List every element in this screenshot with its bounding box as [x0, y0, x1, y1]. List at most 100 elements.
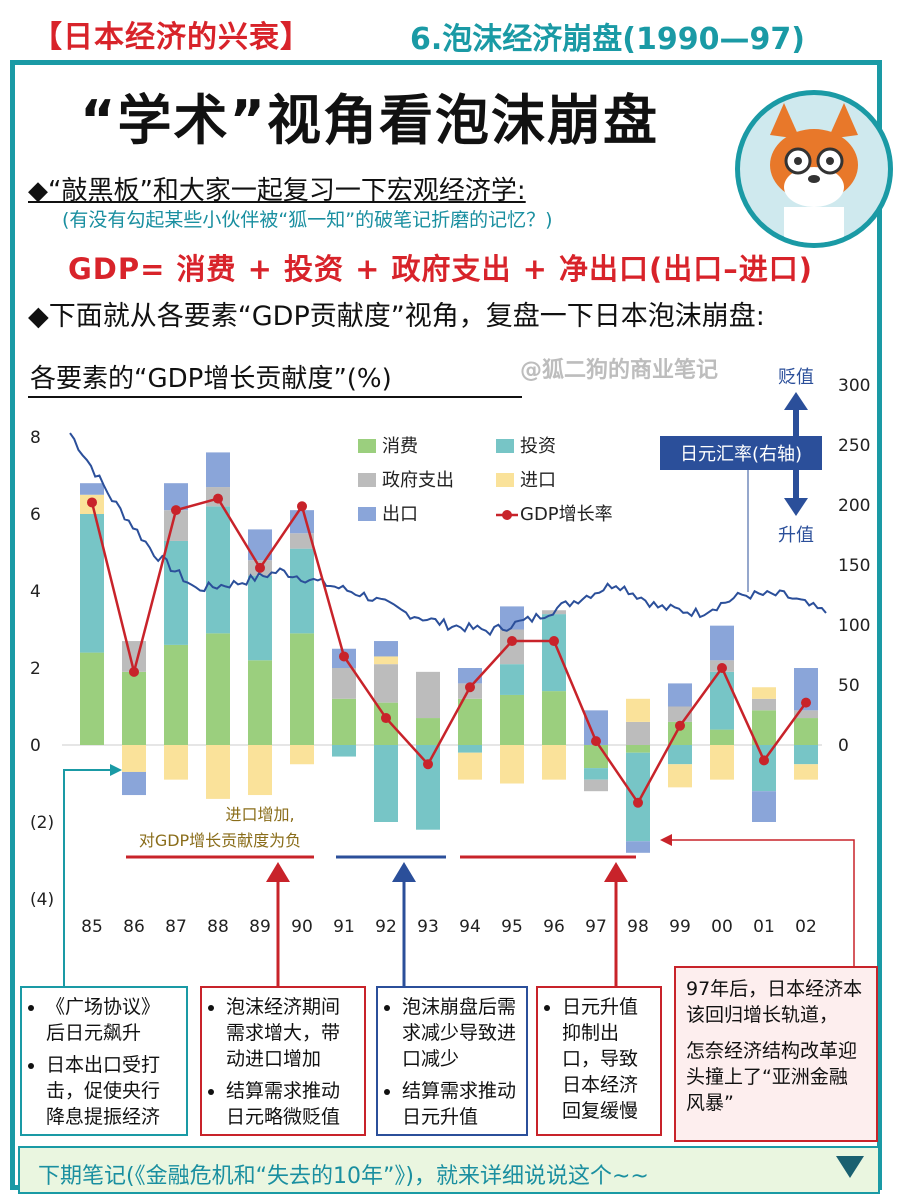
bar-进口 — [500, 745, 524, 784]
bar-出口 — [374, 641, 398, 657]
gdp-growth-point — [549, 636, 559, 647]
note-item: 泡沫崩盘后需求减少导致进口减少 — [402, 994, 518, 1072]
gdp-growth-point — [171, 505, 181, 516]
bar-投资 — [794, 745, 818, 765]
bar-进口 — [458, 752, 482, 780]
note-item: 结算需求推动日元略微贬值 — [226, 1078, 356, 1130]
bar-进口 — [164, 745, 188, 780]
arrow-down-icon — [784, 498, 808, 516]
bar-进口 — [206, 745, 230, 799]
left-axis-tick: 6 — [30, 505, 41, 525]
legend-consumption-label: 消费 — [382, 436, 418, 457]
bar-政府支出 — [500, 629, 524, 665]
fx-rate-line — [69, 432, 827, 637]
bar-投资 — [458, 745, 482, 753]
legend-consumption-swatch — [358, 439, 376, 453]
note-text: 怎奈经济结构改革迎头撞上了“亚洲金融风暴” — [686, 1040, 858, 1114]
connector-collapse-arrow — [392, 862, 416, 882]
gdp-growth-point — [717, 663, 727, 673]
bar-出口 — [752, 791, 776, 822]
import-note-1: 进口增加, — [225, 805, 294, 824]
bar-出口 — [122, 771, 146, 796]
bar-出口 — [668, 683, 692, 707]
left-axis-tick: 4 — [30, 582, 41, 602]
connector-asian-crisis-arrow — [660, 834, 672, 846]
bar-出口 — [458, 668, 482, 684]
gdp-growth-point — [381, 713, 391, 724]
legend-investment-label: 投资 — [520, 436, 556, 457]
x-axis-tick: 94 — [459, 917, 481, 937]
intro-line-3: ◆下面就从各要素“GDP贡献度”视角，复盘一下日本泡沫崩盘: — [28, 301, 765, 332]
bar-消费 — [374, 702, 398, 745]
bar-出口 — [500, 606, 524, 630]
bar-进口 — [290, 745, 314, 765]
note-item: 日元升值抑制出口，导致日本经济回复缓慢 — [562, 994, 652, 1124]
note-box-yen-appreciation: 日元升值抑制出口，导致日本经济回复缓慢 — [536, 986, 662, 1136]
bar-消费 — [416, 718, 440, 745]
gdp-growth-point — [339, 651, 349, 662]
left-axis-tick: 0 — [30, 736, 41, 756]
note-box-collapse: 泡沫崩盘后需求减少导致进口减少 结算需求推动日元升值 — [376, 986, 528, 1136]
left-axis-tick: 2 — [30, 659, 41, 679]
legend-government-swatch — [358, 473, 376, 487]
legend-gdp-label: GDP增长率 — [520, 504, 613, 525]
gdp-growth-point — [675, 720, 685, 731]
bar-进口 — [122, 745, 146, 772]
bar-政府支出 — [164, 510, 188, 541]
fox-mascot-avatar — [735, 90, 893, 248]
bar-政府支出 — [752, 698, 776, 711]
arrow-up-icon — [784, 392, 808, 410]
gdp-growth-point — [633, 797, 643, 808]
bar-消费 — [206, 633, 230, 745]
bar-消费 — [458, 698, 482, 745]
bar-进口 — [542, 745, 566, 780]
bar-进口 — [752, 687, 776, 699]
arrow-down-shaft — [793, 470, 799, 500]
legend-exports-label: 出口 — [382, 504, 418, 525]
bar-进口 — [626, 698, 650, 722]
watermark: @狐二狗的商业笔记 — [520, 358, 719, 383]
bar-投资 — [416, 745, 440, 830]
bar-投资 — [710, 671, 734, 730]
x-axis-tick: 99 — [669, 917, 691, 937]
bar-政府支出 — [332, 668, 356, 699]
x-axis-tick: 02 — [795, 917, 817, 937]
bar-政府支出 — [584, 779, 608, 792]
connector-asian-crisis — [672, 839, 855, 966]
note-item: 结算需求推动日元升值 — [402, 1078, 518, 1130]
gdp-growth-point — [87, 497, 97, 508]
main-title-box — [10, 60, 882, 163]
bar-消费 — [248, 660, 272, 745]
fx-label-box — [660, 436, 822, 470]
bar-消费 — [80, 652, 104, 745]
legend-government-label: 政府支出 — [382, 470, 454, 491]
gdp-growth-point — [801, 697, 811, 708]
x-axis-tick: 93 — [417, 917, 439, 937]
footer-banner: 下期笔记(《金融危机和“失去的10年”》)，就来详细说说这个~~ — [18, 1146, 880, 1194]
note-text: 97年后，日本经济本该回归增长轨道， — [686, 978, 863, 1026]
x-axis-tick: 87 — [165, 917, 187, 937]
connector-plaza — [63, 769, 110, 986]
main-title: “学术”视角看泡沫崩盘 — [80, 89, 659, 152]
bar-出口 — [80, 483, 104, 495]
arrow-up-shaft — [793, 408, 799, 436]
left-axis-tick: 8 — [30, 428, 41, 448]
bar-消费 — [500, 694, 524, 745]
bar-投资 — [584, 768, 608, 780]
x-axis-tick: 97 — [585, 917, 607, 937]
bar-投资 — [542, 614, 566, 692]
bar-投资 — [206, 506, 230, 634]
series-title: 【日本经济的兴衰】 — [32, 20, 311, 55]
footer-text: 下期笔记(《金融危机和“失去的10年”》)，就来详细说说这个~~ — [38, 1164, 649, 1189]
x-axis-tick: 90 — [291, 917, 313, 937]
right-axis-tick: 300 — [838, 376, 870, 396]
bar-政府支出 — [290, 533, 314, 549]
note-box-bubble: 泡沫经济期间需求增大，带动进口增加 结算需求推动日元略微贬值 — [200, 986, 366, 1136]
x-axis-tick: 91 — [333, 917, 355, 937]
fx-appreciate-label: 升值 — [778, 525, 814, 546]
bar-投资 — [332, 745, 356, 757]
gdp-growth-point — [255, 562, 265, 573]
header-band — [0, 0, 900, 60]
bar-出口 — [290, 510, 314, 534]
legend-gdp-dot — [502, 510, 512, 520]
